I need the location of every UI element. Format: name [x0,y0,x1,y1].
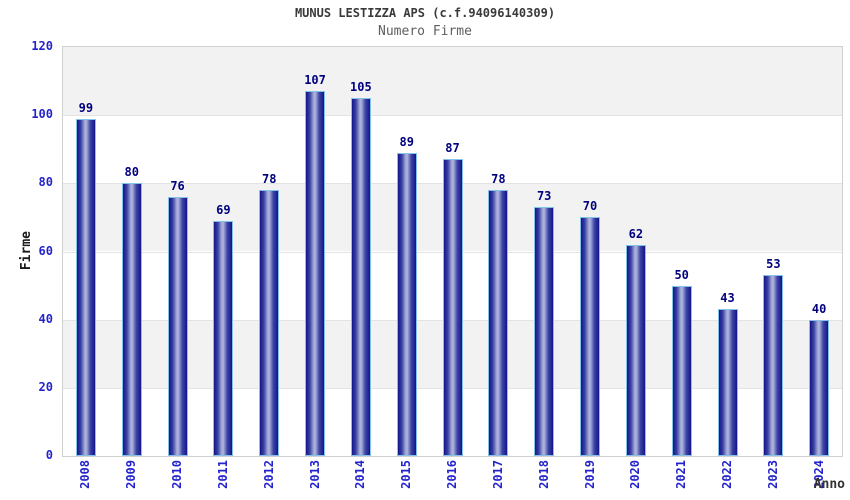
bar-slot: 76 [155,47,201,456]
bar-slot: 53 [750,47,796,456]
bar-2010 [167,197,188,456]
bar-slot: 78 [475,47,521,456]
bar-value-label: 76 [170,179,185,193]
bar-slot: 62 [613,47,659,456]
bar-value-label: 80 [124,165,139,179]
y-tick-label: 60 [38,243,53,258]
y-tick-label: 80 [38,175,53,190]
chart-title: MUNUS LESTIZZA APS (c.f.94096140309) [294,6,556,20]
x-tick-label: 2021 [674,460,689,489]
bar-slot: 43 [705,47,751,456]
bar-value-label: 89 [399,135,414,149]
bar-slot: 73 [521,47,567,456]
x-slot: 2010 [155,460,201,500]
x-tick-label: 2018 [536,460,551,489]
grid-band [63,47,842,116]
y-tick-label: 20 [38,379,53,394]
bar-2013 [305,91,326,456]
bar-value-label: 50 [674,268,689,282]
chart-subtitle: Numero Firme [378,24,472,39]
x-slot: 2008 [63,460,109,500]
x-axis-title: Anno [813,477,845,492]
bar-2017 [488,190,509,456]
x-tick-label: 2008 [78,460,93,489]
bar-2016 [442,159,463,456]
x-tick-label: 2023 [765,460,780,489]
bar-2012 [259,190,280,456]
y-tick-label: 0 [45,448,53,462]
x-slot: 2018 [521,460,567,500]
bar-2019 [580,217,601,456]
bar-2015 [396,153,417,456]
bar-value-label: 43 [720,291,735,305]
bar-slot: 50 [659,47,705,456]
x-tick-label: 2022 [720,460,734,489]
bar-2021 [671,286,692,456]
x-axis: 2008 2009 2010 2011 2012 2013 2014 2015 2016 2017… [63,460,842,500]
bar-slot: 89 [384,47,430,456]
bar-2024 [809,320,830,456]
x-tick-label: 2012 [261,460,276,489]
bar-value-label: 62 [628,227,644,241]
x-slot: 2021 [659,460,705,500]
x-slot: 2013 [292,460,338,500]
x-slot: 2011 [200,460,246,500]
y-tick-label: 100 [31,107,53,122]
bar-2011 [213,221,234,456]
bar-2008 [75,119,96,456]
bar-value-label: 73 [536,189,552,203]
bar-value-label: 107 [304,73,326,87]
bar-value-label: 87 [445,141,460,155]
bar-2023 [763,275,784,456]
x-tick-label: 2009 [124,460,139,489]
bar-value-label: 78 [261,172,277,186]
bar-slot: 107 [292,47,338,456]
x-slot: 2015 [384,460,430,500]
x-tick-label: 2011 [215,460,230,489]
bar-slot: 87 [430,47,476,456]
bar-value-label: 78 [491,172,506,186]
x-tick-label: 2019 [582,460,597,489]
x-slot: 2023 [750,460,796,500]
y-tick-label: 120 [31,39,53,53]
x-tick-label: 2017 [490,460,505,489]
bar-2009 [121,183,142,456]
bar-value-label: 40 [811,302,827,316]
bar-2018 [534,207,555,456]
bar-2022 [717,309,738,456]
bar-value-label: 70 [582,199,598,213]
bar-slot: 78 [246,47,292,456]
x-slot: 2012 [246,460,292,500]
x-tick-label: 2020 [628,460,643,489]
bar-2020 [625,245,646,456]
bar-slot: 40 [796,47,842,456]
y-tick-label: 40 [38,311,53,326]
bar-slot: 80 [109,47,155,456]
bar-slot: 105 [338,47,384,456]
x-slot: 2022 [705,460,751,500]
bar-value-label: 53 [766,257,781,271]
bars-container: 99 80 76 69 78 107 105 89 87 78 73 70 62 50 43 53 40 [63,47,842,456]
bar-value-label: 99 [78,101,94,115]
x-slot: 2016 [430,460,476,500]
bar-2014 [350,98,371,456]
x-tick-label: 2016 [445,460,460,489]
x-slot: 2017 [475,460,521,500]
bar-value-label: 69 [216,203,231,217]
x-slot: 2009 [109,460,155,500]
bar-value-label: 105 [350,80,372,94]
x-slot: 2020 [613,460,659,500]
x-tick-label: 2013 [307,460,322,489]
x-slot: 2014 [338,460,384,500]
x-slot: 2019 [567,460,613,500]
y-axis: 0 20 40 60 80 100 120 [0,39,58,462]
x-tick-label: 2015 [399,460,414,489]
bar-slot: 69 [200,47,246,456]
x-tick-label: 2010 [170,460,185,489]
bar-slot: 70 [567,47,613,456]
x-tick-label: 2014 [353,460,368,489]
bar-slot: 99 [63,47,109,456]
